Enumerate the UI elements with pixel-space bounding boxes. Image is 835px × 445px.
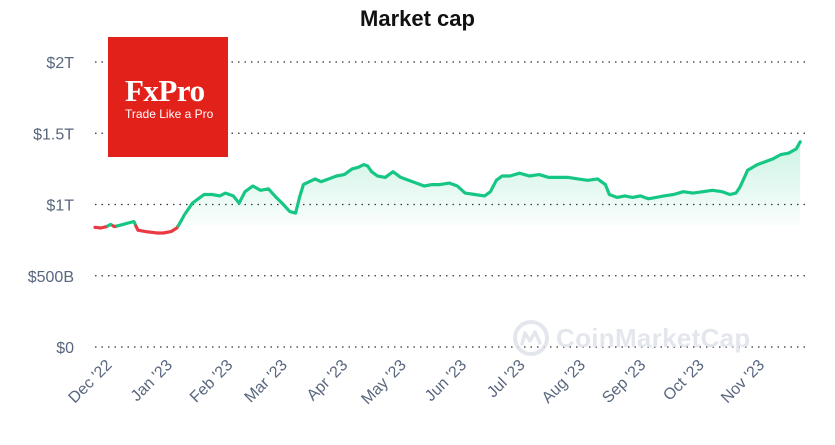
x-tick-label: Mar '23 xyxy=(242,357,291,406)
coinmarketcap-logo-icon xyxy=(513,320,549,356)
series-line-up xyxy=(115,220,138,228)
logo-name: FxPro xyxy=(125,73,205,108)
y-tick-label: $500B xyxy=(28,269,74,286)
x-tick-label: Aug '23 xyxy=(539,357,589,407)
x-tick-label: Sep '23 xyxy=(599,357,649,407)
fxpro-logo: FxPro Trade Like a Pro xyxy=(108,37,228,157)
x-tick-label: Jan '23 xyxy=(128,357,176,405)
x-tick-label: Jun '23 xyxy=(422,357,470,405)
watermark-text: CoinMarketCap xyxy=(556,322,751,353)
chart-title: Market cap xyxy=(360,6,475,31)
series-line-down xyxy=(93,224,110,230)
y-tick-label: $1T xyxy=(46,198,74,215)
x-tick-label: Dec '22 xyxy=(66,357,116,407)
x-tick-label: Oct '23 xyxy=(660,357,708,405)
x-tick-label: Feb '23 xyxy=(187,357,236,406)
x-tick-label: Jul '23 xyxy=(484,357,528,401)
logo-tagline: Trade Like a Pro xyxy=(125,107,214,121)
series-line-up xyxy=(176,140,802,228)
y-tick-label: $2T xyxy=(46,55,74,72)
x-tick-label: May '23 xyxy=(358,357,409,408)
y-tick-label: $0 xyxy=(56,340,74,357)
y-tick-label: $1.5T xyxy=(33,126,74,143)
x-tick-label: Nov '23 xyxy=(718,357,768,407)
coinmarketcap-watermark: CoinMarketCap xyxy=(512,318,751,358)
x-tick-label: Apr '23 xyxy=(304,357,352,405)
series-line-down xyxy=(134,224,180,235)
